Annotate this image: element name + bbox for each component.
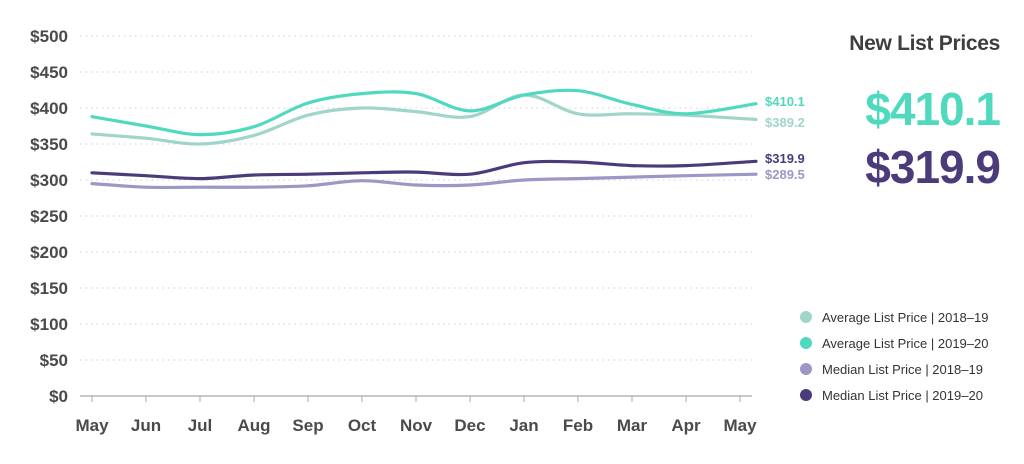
series-line bbox=[90, 93, 758, 146]
x-tick-label: Apr bbox=[671, 416, 701, 435]
x-tick-label: Feb bbox=[563, 416, 593, 435]
y-tick-label: $300 bbox=[30, 171, 68, 190]
x-axis-ticks: May Jun Jul Aug Sep Oct Nov Dec Jan Feb Mar Apr May bbox=[75, 416, 757, 435]
big-value-average: $410.1 bbox=[865, 83, 1001, 135]
x-tick-label: Nov bbox=[400, 416, 433, 435]
legend-item: Average List Price | 2018–19 bbox=[800, 304, 988, 330]
y-tick-label: $0 bbox=[49, 387, 68, 406]
legend-swatch bbox=[800, 389, 812, 401]
series-end-label: $319.9 bbox=[765, 151, 805, 166]
y-tick-label: $250 bbox=[30, 207, 68, 226]
legend-swatch bbox=[800, 363, 812, 375]
x-tick-label: Sep bbox=[292, 416, 323, 435]
y-tick-label: $500 bbox=[30, 27, 68, 46]
y-axis-ticks: $0 $50 $100 $150 $200 $250 $300 $350 $400 $450 $50… bbox=[30, 27, 68, 406]
x-tick-label: May bbox=[723, 416, 757, 435]
y-tick-label: $200 bbox=[30, 243, 68, 262]
y-tick-label: $450 bbox=[30, 63, 68, 82]
x-tick-label: Jul bbox=[188, 416, 213, 435]
y-tick-label: $350 bbox=[30, 135, 68, 154]
y-tick-label: $100 bbox=[30, 315, 68, 334]
series-end-label: $289.5 bbox=[765, 167, 805, 182]
legend-swatch bbox=[800, 311, 812, 323]
big-value-median: $319.9 bbox=[865, 141, 1001, 193]
series-line bbox=[90, 88, 758, 137]
series-end-label: $389.2 bbox=[765, 115, 805, 130]
series-end-label: $410.1 bbox=[765, 94, 805, 109]
y-tick-label: $150 bbox=[30, 279, 68, 298]
legend-label: Average List Price | 2018–19 bbox=[822, 309, 989, 325]
legend: Average List Price | 2018–19 Average List… bbox=[800, 304, 988, 408]
legend-item: Median List Price | 2018–19 bbox=[800, 356, 988, 382]
x-tick-label: Aug bbox=[237, 416, 270, 435]
chart-title: New List Prices bbox=[849, 32, 1000, 55]
x-tick-label: Mar bbox=[617, 416, 648, 435]
legend-item: Average List Price | 2019–20 bbox=[800, 330, 988, 356]
y-tick-label: $400 bbox=[30, 99, 68, 118]
x-axis bbox=[80, 395, 752, 402]
legend-label: Median List Price | 2018–19 bbox=[822, 361, 983, 377]
series-line bbox=[90, 172, 758, 190]
gridlines bbox=[80, 35, 752, 361]
x-tick-label: Jan bbox=[509, 416, 538, 435]
x-tick-label: May bbox=[75, 416, 109, 435]
y-tick-label: $50 bbox=[40, 351, 68, 370]
legend-item: Median List Price | 2019–20 bbox=[800, 382, 988, 408]
x-tick-label: Oct bbox=[348, 416, 377, 435]
legend-label: Average List Price | 2019–20 bbox=[822, 335, 989, 351]
legend-label: Median List Price | 2019–20 bbox=[822, 387, 983, 403]
series-lines bbox=[90, 88, 758, 190]
x-tick-label: Jun bbox=[131, 416, 161, 435]
legend-swatch bbox=[800, 337, 812, 349]
x-tick-label: Dec bbox=[454, 416, 485, 435]
series-end-labels: $389.2 $410.1 $289.5$319.9 bbox=[765, 94, 805, 182]
series-line bbox=[90, 159, 758, 181]
